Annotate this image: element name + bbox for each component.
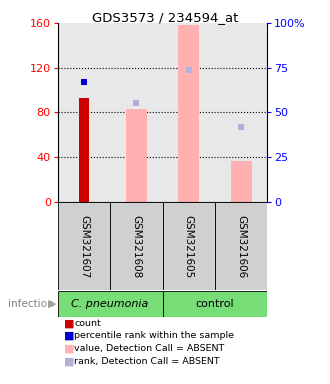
Bar xyxy=(231,161,251,202)
Text: C. pneumonia: C. pneumonia xyxy=(72,299,149,309)
Text: GSM321605: GSM321605 xyxy=(184,215,194,278)
Bar xyxy=(215,202,267,290)
Text: ■: ■ xyxy=(64,331,75,341)
Text: GSM321608: GSM321608 xyxy=(131,215,141,278)
Text: value, Detection Call = ABSENT: value, Detection Call = ABSENT xyxy=(74,344,224,353)
Bar xyxy=(178,25,199,202)
Text: control: control xyxy=(196,299,234,309)
Bar xyxy=(126,109,147,202)
Text: infection: infection xyxy=(8,299,54,309)
Text: GSM321607: GSM321607 xyxy=(79,215,89,278)
Bar xyxy=(162,202,215,290)
Text: count: count xyxy=(74,319,101,328)
Bar xyxy=(110,202,162,290)
Bar xyxy=(79,98,89,202)
Bar xyxy=(58,202,110,290)
Bar xyxy=(162,291,267,317)
Text: percentile rank within the sample: percentile rank within the sample xyxy=(74,331,234,341)
Text: GDS3573 / 234594_at: GDS3573 / 234594_at xyxy=(92,11,238,24)
Text: GSM321606: GSM321606 xyxy=(236,215,246,278)
Bar xyxy=(58,291,162,317)
Text: ■: ■ xyxy=(64,344,75,354)
Text: ▶: ▶ xyxy=(48,299,56,309)
Text: ■: ■ xyxy=(64,318,75,328)
Text: rank, Detection Call = ABSENT: rank, Detection Call = ABSENT xyxy=(74,357,220,366)
Text: ■: ■ xyxy=(64,356,75,366)
